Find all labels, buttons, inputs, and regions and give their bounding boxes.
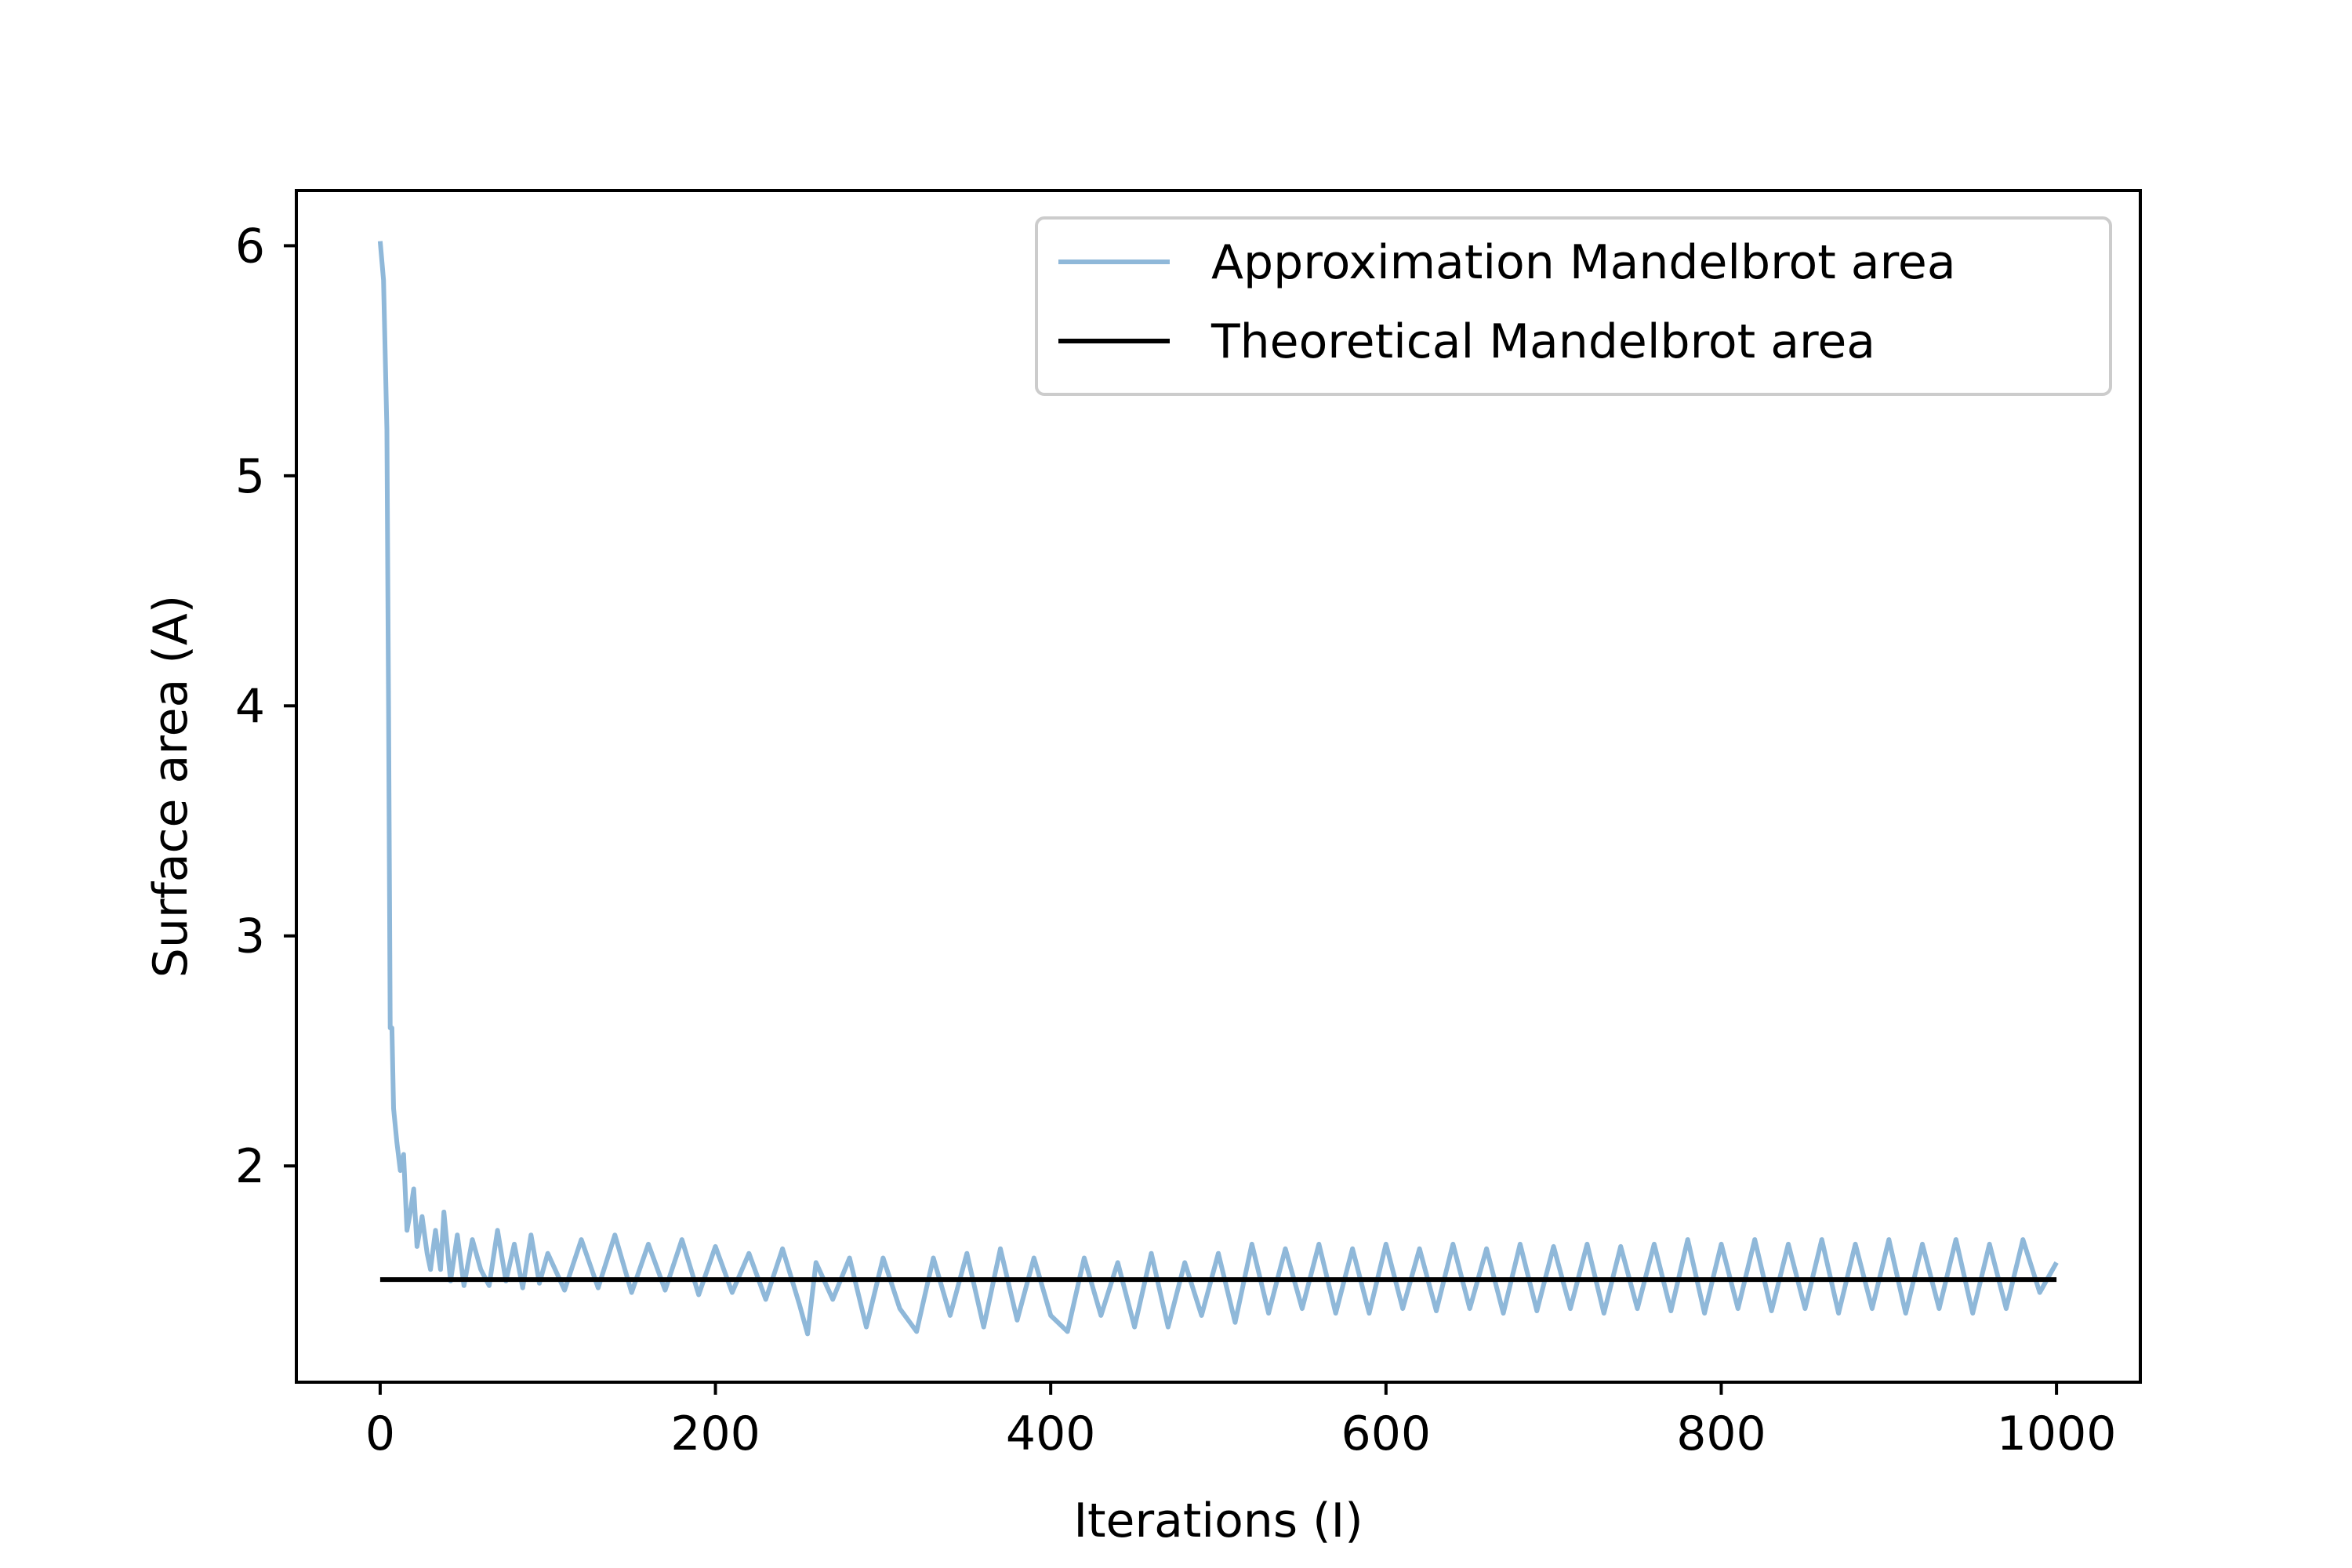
- legend-label-approximation: Approximation Mandelbrot area: [1211, 235, 1956, 290]
- legend-label-theoretical: Theoretical Mandelbrot area: [1210, 314, 1875, 369]
- y-tick-label: 2: [235, 1139, 265, 1194]
- plot-frame: [295, 189, 2142, 1384]
- y-tick-label: 4: [235, 679, 265, 734]
- y-tick-label: 3: [235, 909, 265, 964]
- legend-box: [1035, 216, 2112, 396]
- y-tick-label: 5: [235, 449, 265, 504]
- x-axis: 0 200 400 600 800 1000: [365, 1382, 2117, 1461]
- x-tick-label: 400: [1006, 1406, 1096, 1461]
- x-tick-label: 1000: [1997, 1406, 2117, 1461]
- y-axis: 2 3 4 5 6: [235, 219, 296, 1194]
- y-tick-label: 6: [235, 219, 265, 274]
- plot-lines: [377, 241, 2059, 1337]
- y-axis-label: Surface area (A): [143, 595, 198, 978]
- legend: Approximation Mandelbrot area Theoretica…: [1035, 216, 2112, 396]
- x-axis-label: Iterations (I): [1073, 1494, 1363, 1548]
- x-tick-label: 800: [1676, 1406, 1766, 1461]
- x-tick-label: 200: [670, 1406, 760, 1461]
- x-tick-label: 600: [1341, 1406, 1432, 1461]
- x-tick-label: 0: [365, 1406, 395, 1461]
